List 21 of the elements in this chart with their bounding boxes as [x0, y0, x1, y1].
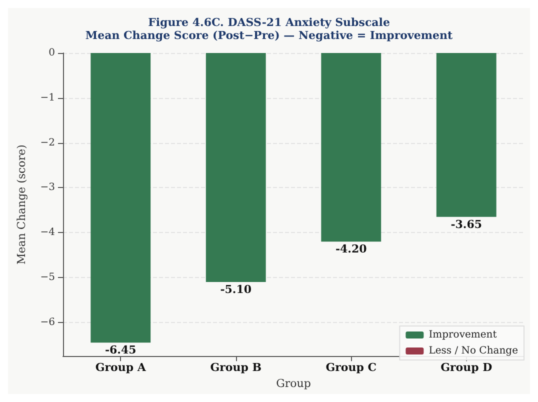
legend-label: Improvement: [428, 330, 497, 340]
y-tick-label: −3: [40, 182, 55, 194]
y-axis-title: Mean Change (score): [15, 144, 28, 264]
y-tick-label: −4: [40, 227, 55, 238]
y-tick-label: −2: [40, 137, 55, 148]
data-label: -5.10: [220, 283, 252, 296]
chart-title: Figure 4.6C. DASS-21 Anxiety Subscale: [148, 16, 390, 29]
data-label: -6.45: [104, 344, 136, 357]
x-tick-label: Group A: [95, 361, 146, 374]
chart-subtitle: Mean Change Score (Post−Pre) — Negative = Improvement: [85, 29, 454, 42]
y-tick-label: −5: [40, 272, 55, 284]
legend-label: Less / No Change: [428, 346, 518, 356]
y-tick-label: 0: [48, 48, 55, 58]
data-label: -3.65: [450, 218, 482, 231]
x-tick-label: Group C: [326, 361, 377, 374]
data-label: -4.20: [335, 242, 368, 256]
y-tick-label: −6: [40, 316, 55, 328]
x-tick-label: Group D: [440, 361, 493, 374]
y-tick-label: −1: [40, 92, 55, 104]
x-axis-title: Group: [276, 377, 311, 390]
x-tick-label: Group B: [210, 361, 262, 374]
